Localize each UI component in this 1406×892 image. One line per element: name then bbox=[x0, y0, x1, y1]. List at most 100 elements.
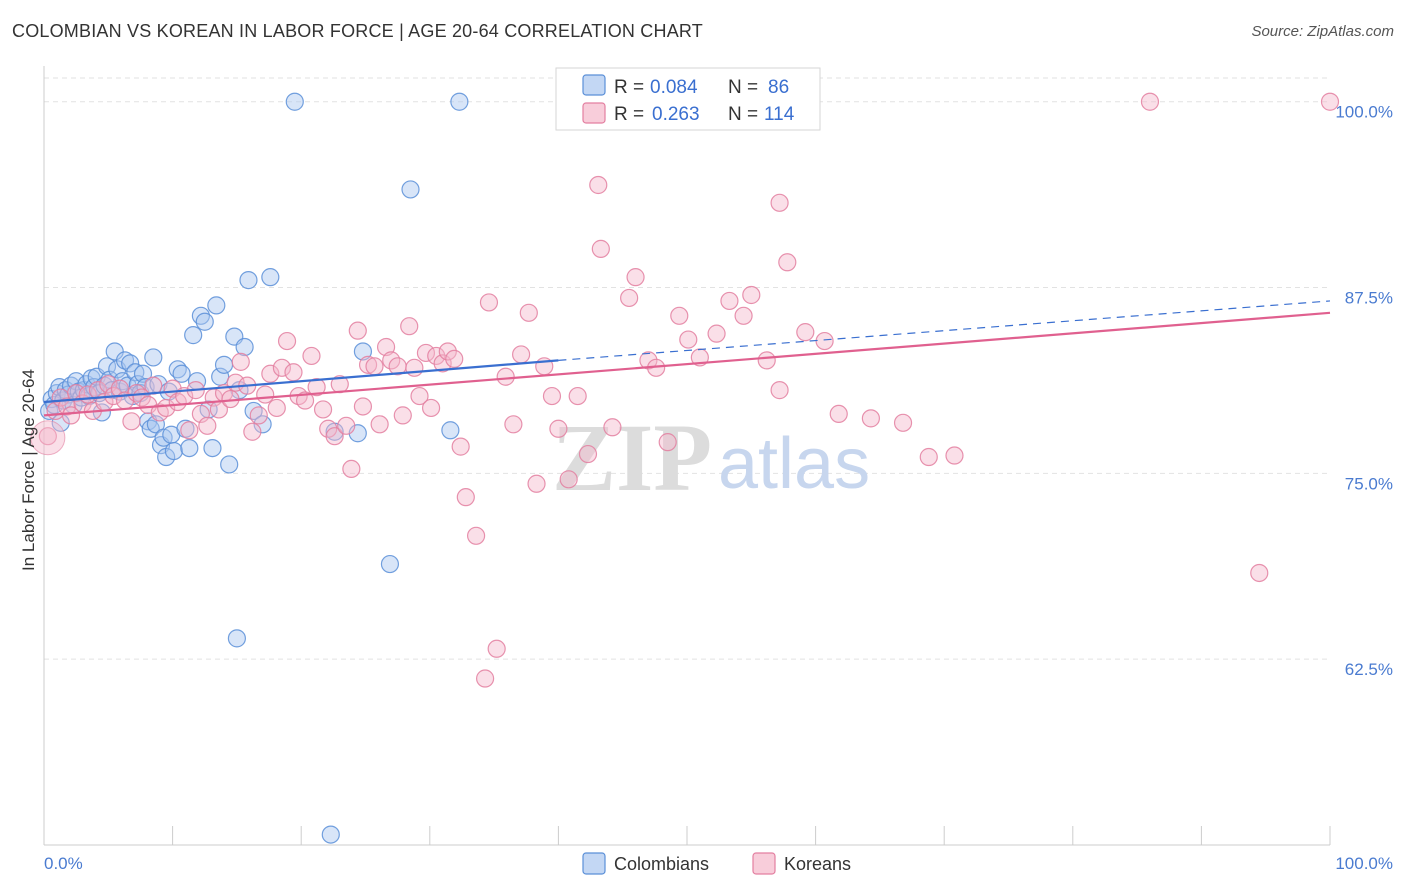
data-point-koreans bbox=[99, 375, 118, 394]
data-point-koreans bbox=[1250, 563, 1269, 583]
x-tick-label-max: 100.0% bbox=[1335, 854, 1393, 873]
data-point-koreans bbox=[919, 447, 938, 467]
data-point-koreans bbox=[400, 317, 419, 336]
data-point-koreans bbox=[319, 419, 338, 438]
legend-r-label-koreans: R = bbox=[614, 104, 644, 125]
data-point-koreans bbox=[504, 415, 523, 434]
data-point-koreans bbox=[110, 379, 129, 398]
data-point-koreans bbox=[620, 288, 639, 308]
data-point-koreans bbox=[376, 337, 396, 357]
y-tick-label: 100.0% bbox=[1335, 103, 1393, 122]
data-point-colombians bbox=[172, 364, 191, 383]
data-point-colombians bbox=[450, 92, 469, 111]
data-point-colombians bbox=[227, 629, 246, 648]
legend-bottom-swatch-colombians bbox=[582, 852, 606, 875]
legend-bottom-label-colombians: Colombians bbox=[614, 854, 709, 874]
data-point-colombians bbox=[285, 92, 304, 111]
legend-r-label-colombians: R = bbox=[614, 77, 644, 98]
data-point-koreans bbox=[829, 404, 848, 424]
data-point-koreans bbox=[427, 346, 446, 366]
data-point-koreans bbox=[61, 406, 81, 425]
legend-n-label-colombians: N = bbox=[728, 77, 758, 98]
data-point-colombians bbox=[235, 337, 254, 357]
data-point-colombians bbox=[115, 351, 135, 370]
data-point-koreans bbox=[38, 427, 57, 446]
data-point-koreans bbox=[815, 331, 834, 351]
data-point-koreans bbox=[1320, 92, 1340, 111]
data-point-koreans bbox=[358, 355, 378, 374]
data-point-colombians bbox=[184, 326, 203, 345]
data-point-koreans bbox=[342, 459, 361, 479]
data-point-koreans bbox=[487, 639, 506, 658]
data-point-koreans bbox=[405, 358, 424, 377]
data-point-koreans bbox=[591, 239, 610, 258]
data-point-koreans bbox=[568, 386, 587, 406]
data-point-koreans bbox=[707, 324, 726, 343]
data-point-koreans bbox=[527, 474, 546, 493]
legend-bottom-swatch-koreans bbox=[752, 852, 776, 875]
data-point-koreans bbox=[433, 354, 452, 373]
data-point-koreans bbox=[370, 415, 389, 434]
y-axis-label: In Labor Force | Age 20-64 bbox=[19, 369, 38, 571]
data-point-koreans bbox=[284, 363, 303, 382]
data-point-koreans bbox=[479, 293, 499, 312]
data-point-koreans bbox=[893, 413, 913, 432]
data-point-colombians bbox=[380, 554, 400, 574]
legend-r-value-koreans: 0.263 bbox=[652, 104, 700, 125]
y-tick-label: 62.5% bbox=[1345, 660, 1393, 679]
data-point-colombians bbox=[214, 355, 234, 374]
data-point-koreans bbox=[157, 398, 176, 418]
axis-layer: 62.5% 75.0% 87.5% 100.0% 0.0% 100.0% bbox=[43, 66, 1393, 873]
data-point-koreans bbox=[589, 175, 608, 195]
data-point-koreans bbox=[770, 381, 789, 400]
data-point-koreans bbox=[626, 268, 645, 287]
data-point-koreans bbox=[243, 422, 262, 441]
data-point-koreans bbox=[122, 412, 141, 431]
data-point-colombians bbox=[239, 271, 258, 290]
data-point-koreans bbox=[325, 427, 344, 446]
data-point-colombians bbox=[207, 296, 226, 315]
data-point-koreans bbox=[861, 409, 880, 428]
data-point-koreans bbox=[295, 391, 315, 410]
data-point-koreans bbox=[261, 364, 280, 383]
data-point-koreans bbox=[542, 386, 562, 406]
data-point-koreans bbox=[679, 330, 698, 349]
y-tick-label: 87.5% bbox=[1345, 289, 1393, 308]
data-point-colombians bbox=[133, 364, 153, 383]
data-point-colombians bbox=[126, 363, 145, 382]
data-point-koreans bbox=[945, 446, 964, 465]
data-point-koreans bbox=[267, 398, 286, 418]
data-point-koreans bbox=[1140, 92, 1160, 111]
data-point-koreans bbox=[302, 346, 321, 366]
legend-r-value-colombians: 0.084 bbox=[650, 77, 698, 98]
trend-line-colombians-extension bbox=[558, 300, 1331, 361]
legend-top: R = 0.084 N = 86 R = 0.263 N = 114 bbox=[555, 67, 821, 131]
data-point-koreans bbox=[307, 378, 326, 397]
data-point-colombians bbox=[121, 354, 140, 373]
data-point-koreans-large bbox=[30, 420, 66, 456]
data-point-koreans bbox=[365, 357, 384, 376]
data-point-colombians bbox=[441, 421, 460, 440]
data-point-koreans bbox=[496, 367, 515, 386]
data-point-koreans bbox=[466, 526, 486, 545]
data-point-colombians bbox=[220, 455, 239, 474]
y-tick-label: 75.0% bbox=[1345, 474, 1393, 493]
legend-swatch-koreans bbox=[582, 102, 606, 124]
data-point-colombians bbox=[164, 441, 183, 461]
data-point-colombians bbox=[146, 415, 165, 434]
watermark-atlas: atlas bbox=[718, 424, 870, 504]
trend-line-koreans bbox=[43, 311, 1331, 417]
data-point-koreans bbox=[421, 398, 441, 418]
data-point-koreans bbox=[249, 406, 268, 425]
data-point-koreans bbox=[438, 342, 457, 361]
data-point-colombians bbox=[180, 438, 199, 458]
data-point-koreans bbox=[720, 291, 739, 311]
data-point-colombians bbox=[253, 415, 272, 434]
data-point-koreans bbox=[256, 385, 275, 404]
data-point-colombians bbox=[261, 268, 280, 287]
data-point-koreans bbox=[445, 349, 464, 369]
data-point-koreans bbox=[796, 323, 815, 342]
legend-n-value-colombians: 86 bbox=[768, 77, 789, 98]
data-point-koreans bbox=[475, 669, 495, 688]
